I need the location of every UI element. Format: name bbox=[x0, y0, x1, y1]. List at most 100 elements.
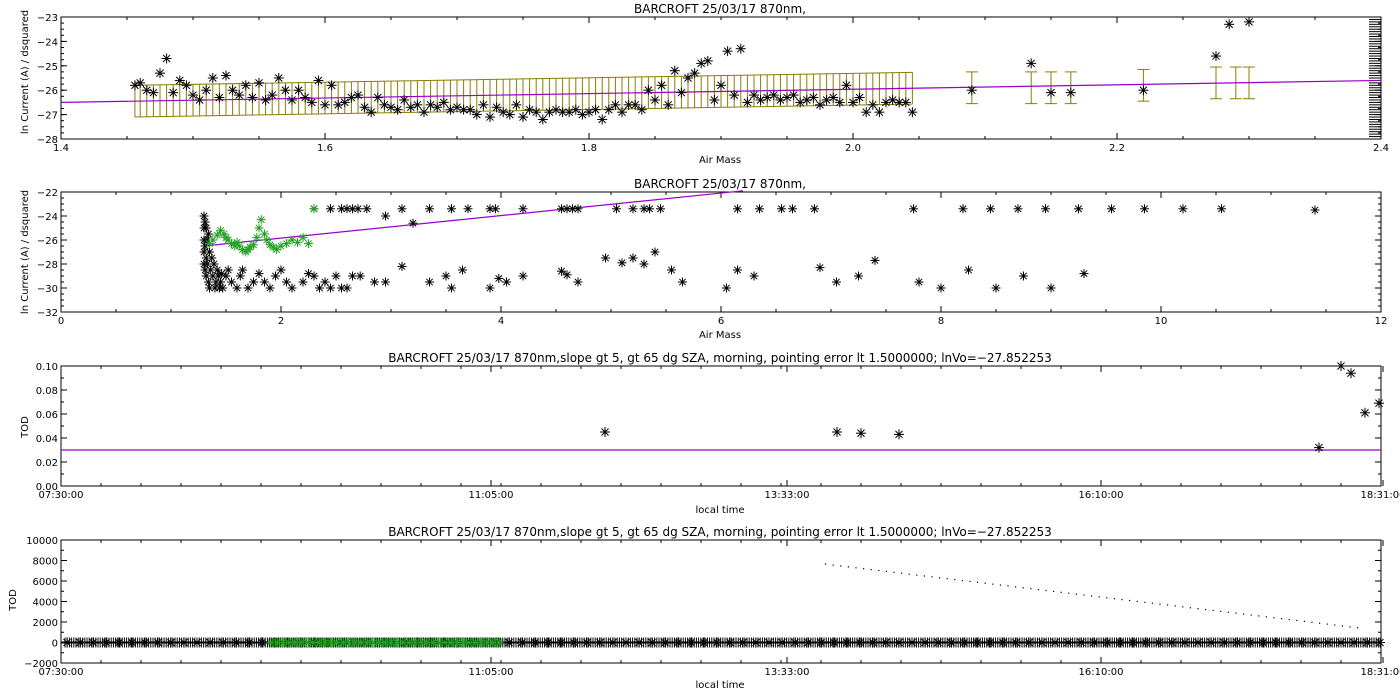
data-point bbox=[1026, 58, 1037, 69]
panel-4-ylabel: TOD bbox=[8, 589, 19, 612]
baseline-star-green bbox=[266, 638, 276, 647]
baseline-star-green bbox=[284, 638, 294, 647]
panel-2: BARCROFT 25/03/17 870nm, 0 2 4 6 8 10 12 −32 −30… bbox=[20, 177, 1387, 341]
data-point bbox=[870, 255, 880, 265]
data-point bbox=[612, 204, 621, 214]
x-tick-label: 16:10:00 bbox=[1079, 667, 1124, 678]
y-tick-label: 0.04 bbox=[36, 434, 58, 445]
data-point bbox=[557, 204, 566, 214]
data-point bbox=[362, 204, 372, 214]
data-point bbox=[735, 43, 746, 54]
data-point bbox=[491, 102, 502, 113]
baseline-star bbox=[959, 637, 969, 648]
panel-2-xlabel: Air Mass bbox=[699, 330, 741, 341]
baseline-star-green bbox=[350, 638, 360, 647]
baseline-star bbox=[920, 637, 930, 648]
data-point bbox=[709, 94, 720, 105]
data-point bbox=[247, 92, 258, 103]
data-point bbox=[643, 85, 654, 96]
data-point bbox=[716, 80, 726, 91]
data-point bbox=[254, 77, 264, 88]
data-point bbox=[326, 80, 337, 91]
data-point bbox=[348, 204, 357, 214]
data-point-green bbox=[304, 239, 313, 249]
data-point bbox=[366, 107, 377, 118]
baseline-star bbox=[257, 637, 267, 648]
baseline-star-green bbox=[398, 638, 408, 647]
data-point bbox=[155, 68, 165, 79]
data-point bbox=[573, 277, 583, 287]
x-tick-label: 07:30:00 bbox=[39, 490, 84, 501]
baseline-star bbox=[1102, 637, 1112, 648]
panel-2-title: BARCROFT 25/03/17 870nm, bbox=[634, 177, 806, 191]
data-point bbox=[381, 211, 390, 221]
baseline-star-green bbox=[494, 638, 504, 647]
data-point bbox=[854, 92, 865, 103]
data-point bbox=[518, 271, 528, 281]
baseline-star-green bbox=[476, 638, 486, 647]
data-point bbox=[1314, 442, 1324, 453]
data-point bbox=[601, 253, 610, 263]
baseline-star bbox=[1232, 637, 1242, 648]
data-point-green bbox=[232, 237, 242, 247]
panel-3-xlabel: local time bbox=[695, 505, 744, 516]
panel-4-xlabel: local time bbox=[695, 680, 744, 691]
data-point bbox=[966, 85, 977, 96]
y-tick-label: −23 bbox=[37, 13, 58, 24]
data-point bbox=[832, 277, 841, 287]
baseline-star bbox=[1050, 637, 1060, 648]
baseline-star bbox=[1219, 637, 1229, 648]
baseline-star bbox=[660, 637, 670, 648]
x-tick-label: 2 bbox=[278, 316, 284, 327]
x-tick-label: 1.6 bbox=[317, 143, 333, 154]
baseline-star bbox=[166, 637, 176, 648]
y-tick-label: 0.00 bbox=[36, 482, 58, 493]
panel-4: BARCROFT 25/03/17 870nm,slope gt 5, gt 6… bbox=[8, 525, 1400, 691]
baseline-star-green bbox=[308, 638, 318, 647]
data-point bbox=[861, 107, 872, 118]
baseline-star bbox=[231, 637, 241, 648]
data-point bbox=[628, 204, 638, 214]
x-tick-label: 2.0 bbox=[845, 143, 861, 154]
data-point bbox=[463, 204, 473, 214]
data-point bbox=[964, 265, 973, 275]
data-point bbox=[227, 277, 236, 287]
x-tick-label: 13:33:00 bbox=[765, 490, 810, 501]
x-tick-label: 12 bbox=[1375, 316, 1388, 327]
data-point bbox=[795, 97, 806, 108]
baseline-star bbox=[205, 637, 215, 648]
data-point bbox=[315, 283, 324, 293]
data-point bbox=[168, 87, 179, 98]
y-tick-label: −32 bbox=[37, 308, 58, 319]
data-point bbox=[271, 271, 280, 281]
baseline-star bbox=[569, 637, 579, 648]
errorbar-cap-bottom bbox=[134, 103, 913, 118]
data-point bbox=[392, 104, 403, 115]
baseline-star bbox=[179, 637, 189, 648]
x-tick-label: 1.4 bbox=[53, 143, 69, 154]
data-point-green bbox=[298, 233, 308, 243]
y-tick-label: −24 bbox=[37, 37, 58, 48]
y-tick-label: −24 bbox=[37, 212, 58, 223]
data-point bbox=[636, 104, 647, 115]
data-point bbox=[234, 90, 245, 101]
fit-line bbox=[60, 79, 1382, 103]
data-point bbox=[729, 90, 740, 101]
data-point bbox=[683, 73, 693, 83]
data-point bbox=[788, 204, 797, 214]
data-point bbox=[810, 204, 819, 214]
baseline-star bbox=[101, 637, 111, 648]
data-point bbox=[207, 73, 218, 83]
data-point bbox=[397, 261, 407, 271]
baseline-star bbox=[686, 637, 696, 648]
baseline-star bbox=[907, 637, 917, 648]
data-point bbox=[639, 204, 649, 214]
data-point bbox=[381, 277, 390, 287]
data-point bbox=[174, 75, 185, 86]
data-point bbox=[1065, 87, 1076, 98]
baseline-star bbox=[62, 637, 72, 648]
y-tick-label: −22 bbox=[37, 188, 58, 199]
data-point bbox=[205, 247, 214, 257]
baseline-star bbox=[1063, 637, 1073, 648]
data-point bbox=[438, 97, 449, 108]
